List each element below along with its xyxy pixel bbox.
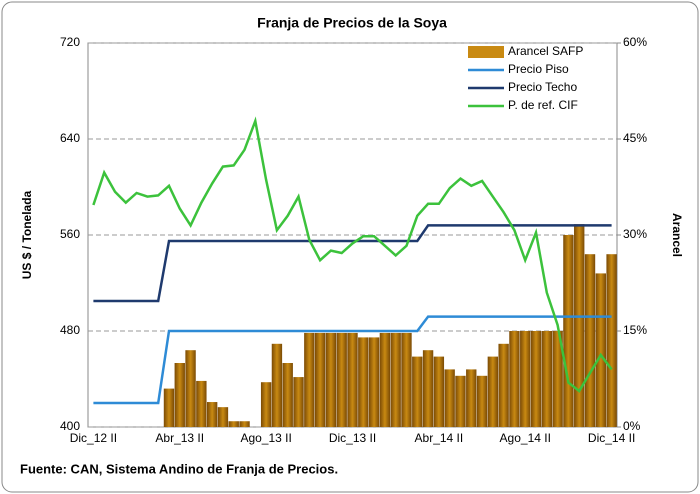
bar — [390, 332, 401, 427]
y-tick-label: 560 — [60, 227, 80, 241]
bar — [314, 332, 326, 427]
chart-title: Franja de Precios de la Soya — [257, 15, 447, 31]
y2-tick-label: 60% — [623, 35, 647, 49]
legend-label: P. de ref. CIF — [508, 98, 578, 112]
x-tick-label: Ago_13 II — [240, 431, 291, 445]
bar — [206, 402, 218, 427]
bar — [379, 332, 391, 427]
bar — [368, 337, 380, 427]
y2-tick-label: 45% — [623, 131, 647, 145]
line-series — [93, 224, 612, 303]
y-tick-label: 480 — [60, 323, 80, 337]
x-tick-label: Dic_12 II — [70, 431, 117, 445]
bar — [498, 343, 509, 427]
bar — [185, 350, 196, 427]
bar — [606, 254, 617, 427]
bar — [563, 235, 574, 427]
bar — [584, 254, 596, 427]
bar — [282, 363, 293, 427]
bar — [530, 331, 542, 427]
bar — [293, 377, 304, 427]
y2-tick-label: 30% — [623, 227, 647, 241]
x-tick-label: Dic_13 II — [329, 431, 376, 445]
bar — [239, 421, 250, 427]
x-tick-label: Dic_14 II — [588, 431, 635, 445]
bar — [412, 356, 423, 427]
bar — [444, 369, 455, 427]
bar — [271, 343, 283, 427]
bar — [455, 375, 466, 427]
y2-tick-label: 0% — [623, 419, 641, 433]
legend-label: Precio Piso — [508, 62, 569, 76]
bar — [509, 331, 520, 427]
bar — [228, 421, 239, 427]
x-tick-label: Abr_14 II — [415, 431, 464, 445]
x-tick-label: Ago_14 II — [500, 431, 551, 445]
bar — [574, 224, 585, 427]
y-tick-label: 720 — [60, 35, 80, 49]
bar — [487, 356, 499, 427]
bar — [347, 332, 358, 427]
bar — [422, 350, 434, 427]
bar — [196, 380, 207, 427]
bar — [433, 356, 445, 427]
bar — [358, 337, 369, 427]
x-tick-label: Abr_13 II — [155, 431, 204, 445]
legend-label: Precio Techo — [508, 80, 577, 94]
bar — [476, 375, 488, 427]
bar — [174, 363, 185, 427]
bar — [401, 332, 412, 427]
bar — [163, 388, 175, 427]
legend-swatch — [468, 46, 504, 58]
y2-axis-label: Arancel — [670, 213, 684, 257]
bar — [541, 331, 553, 427]
bar — [552, 331, 563, 427]
bar — [325, 332, 337, 427]
legend-label: Arancel SAFP — [508, 44, 583, 58]
bar — [520, 331, 531, 427]
bar — [595, 273, 606, 427]
y-tick-label: 400 — [60, 419, 80, 433]
bar — [217, 407, 229, 427]
y-axis-label: US $ / Tonelada — [20, 190, 34, 279]
line-series — [93, 315, 612, 405]
bar — [304, 332, 315, 427]
source-note: Fuente: CAN, Sistema Andino de Franja de… — [20, 461, 338, 476]
bar — [466, 369, 477, 427]
bar — [336, 332, 347, 427]
line-series — [92, 116, 613, 393]
y2-tick-label: 15% — [623, 323, 647, 337]
bar — [260, 382, 272, 427]
y-tick-label: 640 — [60, 131, 80, 145]
